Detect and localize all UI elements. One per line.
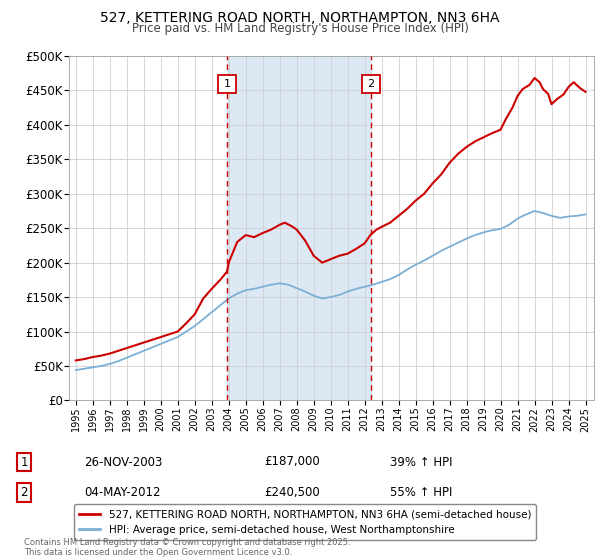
Text: 04-MAY-2012: 04-MAY-2012 [84,486,161,500]
Text: Price paid vs. HM Land Registry's House Price Index (HPI): Price paid vs. HM Land Registry's House … [131,22,469,35]
Text: 2: 2 [367,78,374,88]
Text: Contains HM Land Registry data © Crown copyright and database right 2025.
This d: Contains HM Land Registry data © Crown c… [24,538,350,557]
Text: 39% ↑ HPI: 39% ↑ HPI [390,455,452,469]
Text: 1: 1 [224,78,230,88]
Text: 1: 1 [20,455,28,469]
Legend: 527, KETTERING ROAD NORTH, NORTHAMPTON, NN3 6HA (semi-detached house), HPI: Aver: 527, KETTERING ROAD NORTH, NORTHAMPTON, … [74,504,536,540]
Text: 527, KETTERING ROAD NORTH, NORTHAMPTON, NN3 6HA: 527, KETTERING ROAD NORTH, NORTHAMPTON, … [100,11,500,25]
Bar [227,56,371,400]
Text: £187,000: £187,000 [264,455,320,469]
Text: 2: 2 [20,486,28,500]
Text: £240,500: £240,500 [264,486,320,500]
Text: 55% ↑ HPI: 55% ↑ HPI [390,486,452,500]
Text: 26-NOV-2003: 26-NOV-2003 [84,455,163,469]
